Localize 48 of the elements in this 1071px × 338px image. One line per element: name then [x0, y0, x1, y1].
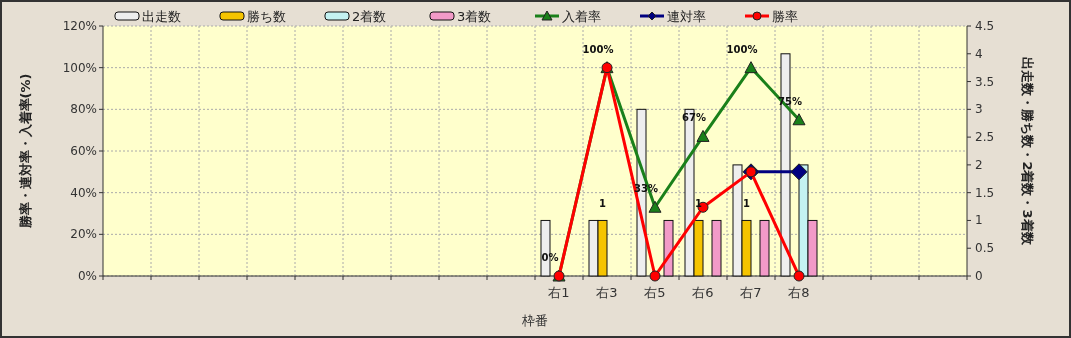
x-tick-label: 右3: [596, 285, 618, 300]
legend-label: 入着率: [562, 9, 601, 24]
y-tick-label: 120%: [62, 19, 97, 33]
y2-tick-label: 3: [975, 102, 983, 117]
point: [696, 129, 710, 142]
point: [790, 163, 808, 181]
point: [744, 61, 758, 74]
y2-tick-label: 1.5: [975, 185, 995, 200]
point: [648, 200, 662, 213]
y-tick-label: 0%: [77, 269, 97, 283]
x-tick-label: 右5: [644, 285, 666, 300]
x-axis-title: 枠番: [521, 313, 548, 328]
x-tick-label: 右8: [788, 285, 810, 300]
point: [792, 113, 806, 126]
y2-tick-label: 4: [975, 46, 983, 61]
data-label: 1: [743, 198, 751, 210]
legend-label: 勝ち数: [247, 9, 286, 24]
bar: [711, 219, 722, 277]
y2-tick-label: 4.5: [975, 19, 995, 33]
y2-tick-label: 0.5: [975, 241, 995, 256]
y-tick-label: 100%: [62, 60, 97, 75]
x-tick-label: 右7: [740, 285, 762, 300]
legend-label: 3着数: [457, 9, 492, 24]
bar: [759, 219, 770, 277]
y-axis-title: 勝率・連対率・入着率(%): [18, 73, 33, 230]
x-tick-label: 右1: [548, 285, 570, 300]
legend-label: 連対率: [667, 9, 706, 24]
y2-tick-label: 2: [975, 157, 983, 172]
data-label: 0%: [541, 252, 559, 263]
y2-axis-title: 出走数・勝ち数・2着数・3着数: [1020, 57, 1035, 246]
point: [793, 270, 805, 282]
y2-tick-label: 1: [975, 213, 983, 228]
y2-tick-label: 3.5: [975, 74, 995, 89]
point: [649, 270, 661, 282]
y2-tick-label: 2.5: [975, 130, 995, 145]
legend-label: 出走数: [142, 9, 181, 24]
legend-label: 2着数: [352, 9, 387, 24]
y-tick-label: 60%: [70, 144, 97, 158]
data-label: 1: [599, 198, 607, 210]
y-tick-label: 20%: [70, 227, 97, 242]
data-label: 100%: [726, 43, 758, 55]
data-label: 67%: [682, 112, 706, 124]
x-tick-label: 右6: [692, 285, 714, 300]
y2-tick-label: 0: [975, 269, 983, 283]
legend-label: 勝率: [772, 9, 798, 24]
y-tick-label: 40%: [70, 185, 97, 200]
y-tick-label: 80%: [70, 102, 97, 117]
data-label: 100%: [582, 43, 614, 55]
